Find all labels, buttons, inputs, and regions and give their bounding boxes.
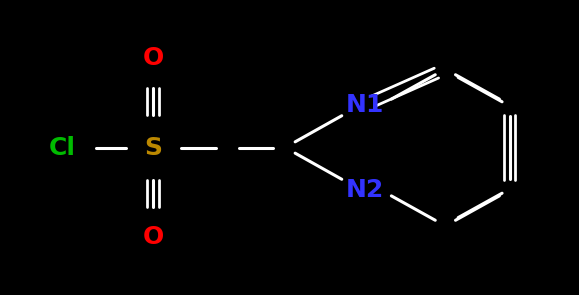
Text: Cl: Cl	[49, 135, 76, 160]
Text: N1: N1	[346, 93, 384, 117]
Text: N2: N2	[346, 178, 384, 202]
Text: O: O	[142, 46, 164, 71]
Text: O: O	[142, 224, 164, 249]
Text: S: S	[144, 135, 162, 160]
